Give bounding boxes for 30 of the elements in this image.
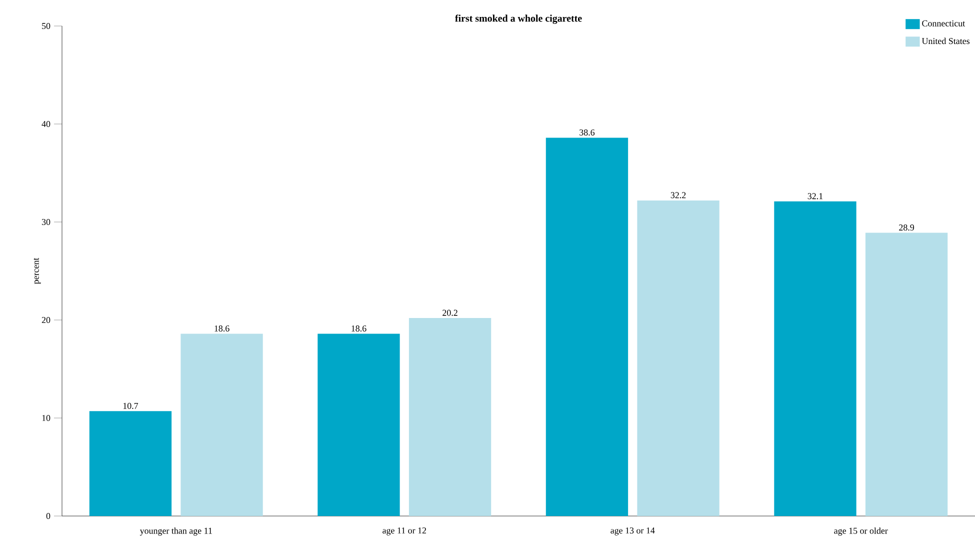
x-tick-label: younger than age 11 [140,527,212,536]
y-tick-label: 50 [42,22,50,30]
bar [180,334,263,516]
data-label: 32.1 [808,193,823,200]
y-tick-label: 40 [42,120,50,128]
data-label: 10.7 [123,402,138,409]
y-tick-label: 20 [42,316,50,324]
bar [865,232,948,516]
legend-label: Connecticut [922,20,966,26]
bar [89,411,172,516]
bar [408,318,492,516]
data-label: 28.9 [899,224,914,231]
y-tick-label: 10 [42,414,50,422]
data-label: 38.6 [580,129,595,136]
x-tick-label: age 13 or 14 [610,527,655,536]
legend-label: United States [922,38,970,44]
y-tick-label: 30 [42,218,50,226]
bar [318,334,400,516]
x-tick-label: age 15 or older [834,527,888,536]
bar [546,138,628,516]
chart-title: first smoked a whole cigarette [455,14,582,24]
data-label: 18.6 [214,325,230,332]
data-label: 20.2 [442,310,458,316]
bar [637,200,720,516]
data-label: 32.2 [670,192,686,198]
y-axis-title: percent [34,258,41,284]
data-label: 18.6 [352,325,366,332]
y-tick-label: 0 [46,512,50,520]
x-tick-label: age 11 or 12 [382,527,426,536]
bar [774,201,856,516]
